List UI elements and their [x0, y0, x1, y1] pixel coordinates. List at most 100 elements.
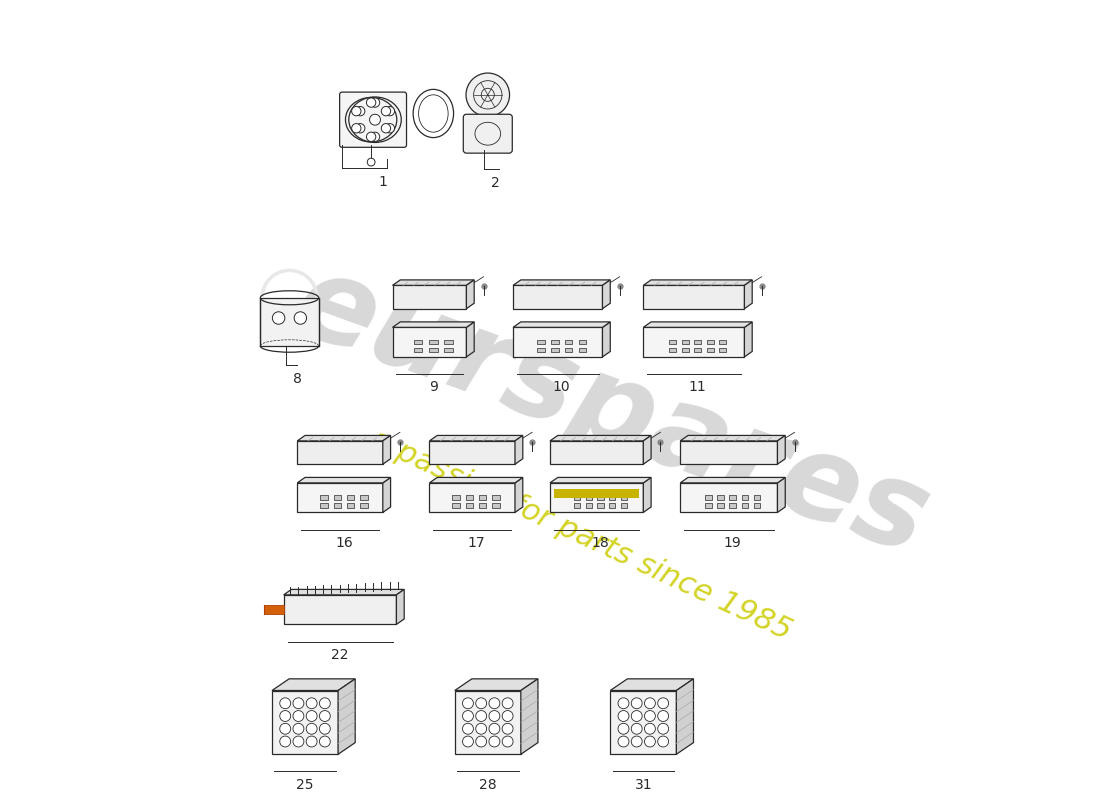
Circle shape	[366, 98, 376, 107]
Circle shape	[293, 723, 304, 734]
Bar	[579, 348, 586, 352]
Circle shape	[279, 736, 290, 747]
Polygon shape	[550, 478, 651, 483]
Text: a passion for parts since 1985: a passion for parts since 1985	[366, 425, 796, 646]
Bar	[754, 495, 760, 500]
FancyBboxPatch shape	[644, 327, 745, 357]
Circle shape	[293, 710, 304, 722]
Bar	[444, 340, 453, 344]
FancyBboxPatch shape	[513, 286, 603, 309]
Polygon shape	[383, 478, 390, 513]
FancyBboxPatch shape	[644, 286, 745, 309]
Text: 18: 18	[592, 536, 609, 550]
FancyBboxPatch shape	[550, 441, 644, 464]
Polygon shape	[513, 280, 610, 286]
Polygon shape	[515, 478, 522, 513]
Bar	[444, 348, 453, 352]
Bar	[346, 503, 354, 508]
Polygon shape	[454, 679, 538, 690]
FancyBboxPatch shape	[429, 483, 515, 513]
Bar	[705, 495, 712, 500]
Bar	[694, 348, 701, 352]
Circle shape	[279, 723, 290, 734]
Bar	[729, 495, 736, 500]
Text: 1: 1	[378, 174, 387, 189]
Text: 2: 2	[492, 176, 499, 190]
Bar	[480, 503, 486, 508]
Bar	[551, 348, 559, 352]
Circle shape	[279, 698, 290, 709]
Polygon shape	[644, 478, 651, 513]
Circle shape	[462, 723, 473, 734]
Bar	[452, 503, 460, 508]
Circle shape	[645, 698, 656, 709]
Circle shape	[273, 312, 285, 324]
Circle shape	[475, 710, 486, 722]
Bar	[264, 605, 284, 614]
Bar	[585, 503, 592, 508]
Circle shape	[319, 710, 330, 722]
Circle shape	[503, 710, 513, 722]
Bar	[465, 503, 473, 508]
FancyBboxPatch shape	[550, 483, 644, 513]
Bar	[564, 348, 572, 352]
Bar	[597, 503, 604, 508]
Circle shape	[645, 710, 656, 722]
Circle shape	[466, 73, 509, 117]
Bar	[754, 503, 760, 508]
Polygon shape	[745, 322, 752, 357]
Polygon shape	[550, 435, 651, 441]
Bar	[597, 495, 604, 500]
Polygon shape	[680, 435, 785, 441]
Polygon shape	[745, 280, 752, 309]
Circle shape	[319, 723, 330, 734]
Bar	[717, 503, 724, 508]
Circle shape	[367, 158, 375, 166]
Circle shape	[490, 710, 499, 722]
Circle shape	[490, 698, 499, 709]
Circle shape	[371, 98, 380, 107]
FancyBboxPatch shape	[297, 483, 383, 513]
Circle shape	[658, 710, 669, 722]
Polygon shape	[429, 478, 522, 483]
Circle shape	[462, 736, 473, 747]
Circle shape	[658, 698, 669, 709]
Bar	[537, 340, 544, 344]
Polygon shape	[515, 435, 522, 464]
Circle shape	[503, 723, 513, 734]
FancyBboxPatch shape	[393, 286, 466, 309]
Bar	[609, 503, 615, 508]
Bar	[360, 503, 367, 508]
Circle shape	[645, 723, 656, 734]
Bar	[682, 348, 689, 352]
Circle shape	[355, 106, 365, 116]
Bar	[320, 503, 328, 508]
Circle shape	[631, 710, 642, 722]
Polygon shape	[393, 280, 474, 286]
Bar	[429, 348, 438, 352]
Circle shape	[319, 736, 330, 747]
Bar	[429, 340, 438, 344]
Text: 10: 10	[553, 380, 571, 394]
Polygon shape	[383, 435, 390, 464]
Circle shape	[355, 123, 365, 133]
Circle shape	[306, 736, 317, 747]
Bar	[669, 340, 676, 344]
Circle shape	[475, 736, 486, 747]
Text: 22: 22	[331, 648, 349, 662]
Text: 9: 9	[429, 380, 438, 394]
FancyBboxPatch shape	[429, 441, 515, 464]
Bar	[579, 340, 586, 344]
Circle shape	[366, 132, 376, 142]
Bar	[707, 340, 714, 344]
Bar	[493, 495, 499, 500]
Text: 16: 16	[336, 536, 353, 550]
Circle shape	[503, 736, 513, 747]
Circle shape	[306, 710, 317, 722]
Circle shape	[352, 106, 361, 116]
Polygon shape	[680, 478, 785, 483]
Circle shape	[618, 698, 629, 709]
Circle shape	[306, 723, 317, 734]
Bar	[284, 595, 396, 625]
Circle shape	[385, 106, 395, 116]
